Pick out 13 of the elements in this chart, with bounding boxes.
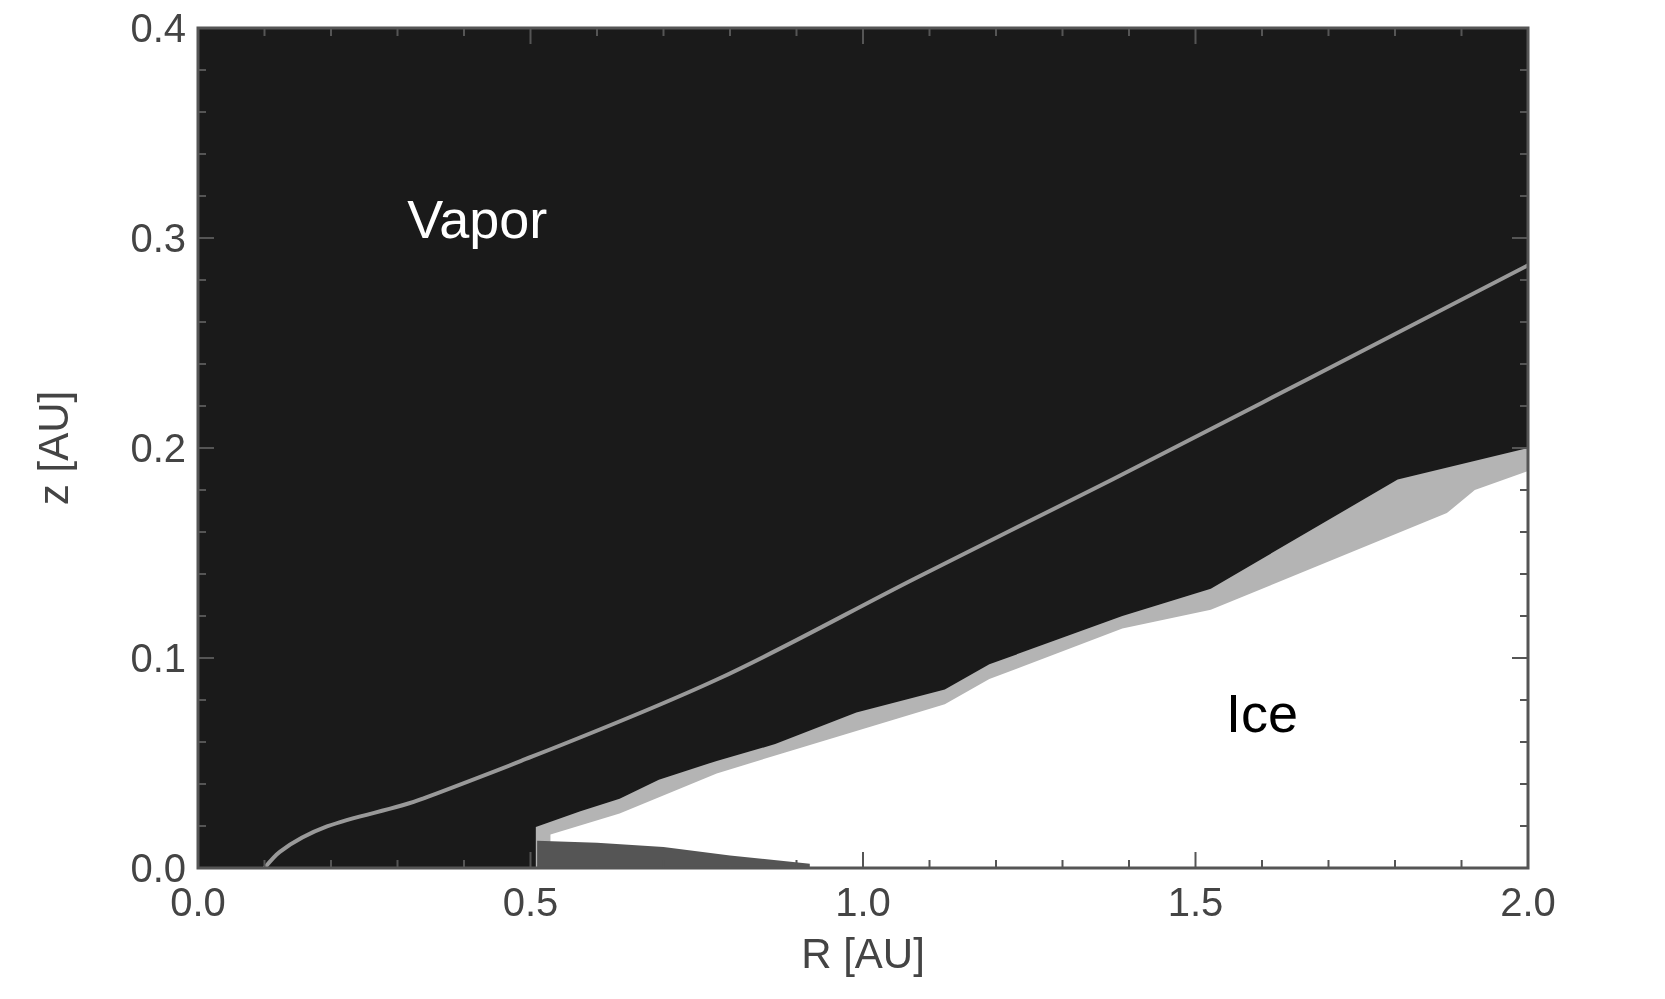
x-tick-label: 2.0 — [1500, 880, 1556, 924]
y-tick-label: 0.3 — [130, 216, 186, 260]
y-axis-title: z [AU] — [30, 390, 77, 506]
y-tick-label: 0.4 — [130, 6, 186, 50]
line-series — [262, 263, 1528, 868]
x-tick-label: 1.5 — [1167, 880, 1224, 924]
x-tick-label: 1.0 — [835, 880, 891, 924]
x-axis-title: R [AU] — [801, 930, 925, 977]
annotation: Ice — [1225, 682, 1299, 743]
y-tick-label: 0.1 — [130, 636, 186, 680]
y-tick-label: 0.2 — [130, 426, 186, 470]
x-tick-label: 0.5 — [502, 880, 559, 924]
annotation: Vapor — [407, 189, 548, 249]
